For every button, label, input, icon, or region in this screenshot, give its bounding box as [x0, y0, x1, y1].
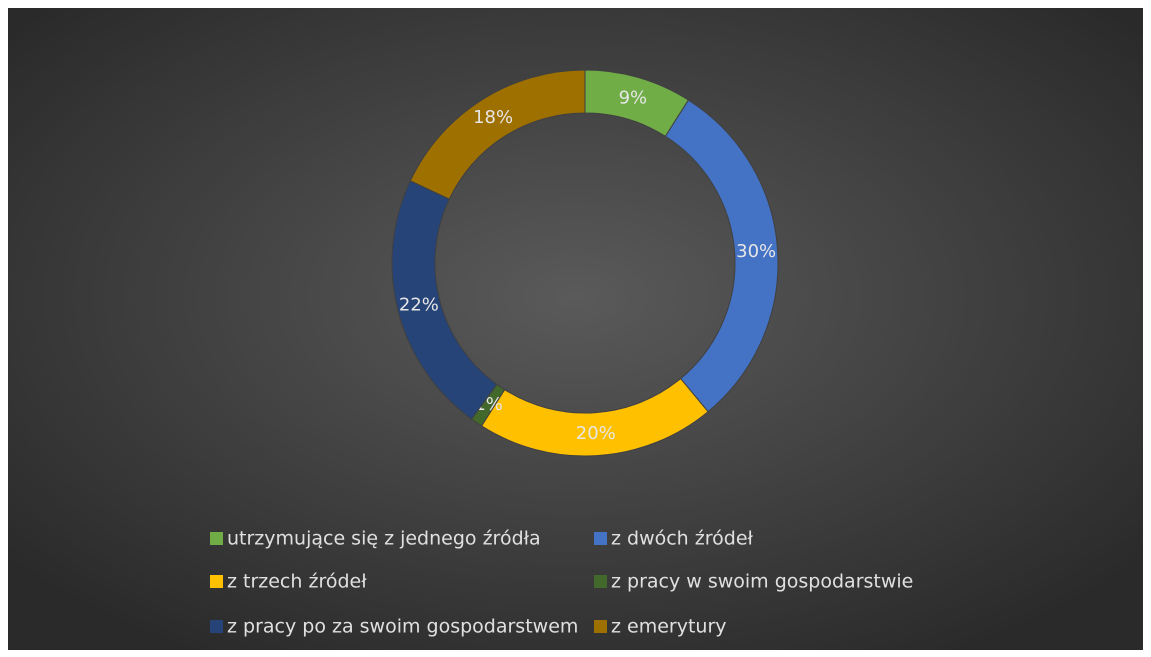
legend-label: z trzech źródeł — [227, 571, 367, 593]
chart-background — [8, 8, 1143, 650]
legend-swatch — [210, 575, 223, 588]
legend-swatch — [594, 620, 607, 633]
legend-swatch — [210, 532, 223, 545]
legend-swatch — [594, 575, 607, 588]
legend-label: z emerytury — [611, 616, 727, 638]
data-label: 22% — [399, 295, 439, 316]
legend-swatch — [210, 620, 223, 633]
legend-swatch — [594, 532, 607, 545]
data-label: 30% — [736, 241, 776, 262]
data-label: 18% — [473, 107, 513, 128]
donut-segment — [409, 69, 586, 200]
legend-label: utrzymujące się z jednego źródła — [227, 528, 541, 550]
data-label: 20% — [576, 423, 616, 444]
legend-label: z pracy po za swoim gospodarstwem — [227, 616, 578, 638]
legend-label: z dwóch źródeł — [611, 528, 754, 550]
legend-label: z pracy w swoim gospodarstwie — [611, 571, 913, 593]
data-label: 9% — [619, 87, 648, 108]
